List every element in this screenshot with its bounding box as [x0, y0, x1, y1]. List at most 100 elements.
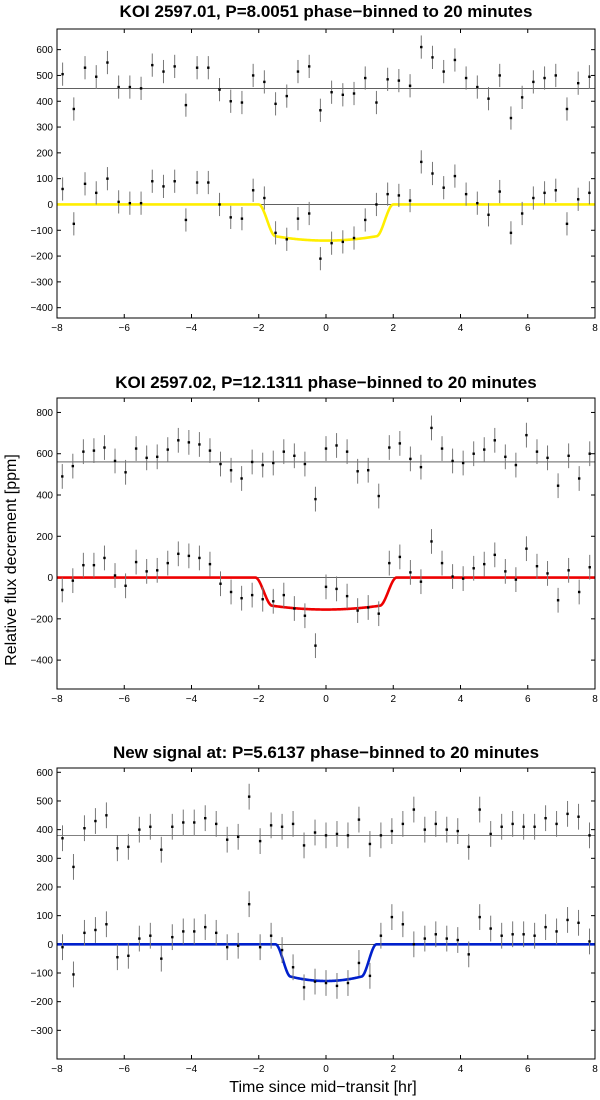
- data-point: [240, 217, 244, 220]
- data-point: [82, 450, 85, 453]
- data-point: [106, 177, 109, 180]
- data-point: [520, 212, 524, 215]
- data-point: [291, 966, 295, 969]
- data-point: [386, 192, 389, 196]
- axes-frame: [56, 28, 596, 319]
- data-point: [92, 563, 96, 567]
- data-point: [401, 822, 405, 826]
- data-point: [451, 575, 454, 578]
- data-point: [193, 821, 196, 824]
- data-point: [577, 477, 581, 480]
- data-point: [514, 463, 518, 467]
- data-point: [504, 455, 507, 459]
- x-tick-label: −8: [51, 694, 63, 705]
- data-point: [103, 446, 106, 449]
- data-point: [324, 981, 328, 985]
- data-point: [184, 103, 188, 107]
- data-point: [330, 91, 333, 94]
- y-tick-label: 600: [36, 45, 53, 56]
- data-point: [250, 460, 254, 464]
- transit-model-curve: [57, 203, 595, 242]
- data-point: [555, 930, 558, 933]
- y-tick-label: 400: [36, 491, 53, 502]
- data-point: [356, 470, 359, 473]
- data-point: [61, 187, 64, 191]
- data-point: [335, 984, 339, 988]
- data-point: [464, 192, 468, 196]
- data-point: [546, 572, 549, 575]
- data-point: [124, 471, 127, 474]
- data-point: [94, 819, 97, 823]
- data-point: [116, 847, 119, 850]
- data-point: [478, 915, 481, 919]
- data-point: [293, 607, 296, 610]
- data-point: [511, 822, 514, 826]
- data-point: [204, 925, 207, 929]
- data-point: [324, 585, 328, 589]
- data-point: [544, 816, 547, 820]
- data-point: [128, 85, 132, 89]
- data-point: [588, 834, 591, 837]
- y-tick-label: −300: [30, 1026, 53, 1037]
- data-point: [442, 70, 445, 73]
- y-tick-label: 800: [36, 408, 53, 419]
- y-tick-label: −200: [30, 252, 53, 263]
- data-point: [461, 461, 465, 465]
- data-point: [247, 902, 251, 906]
- data-point: [272, 600, 275, 603]
- data-point: [445, 937, 448, 940]
- data-point: [566, 918, 569, 922]
- data-point: [218, 88, 221, 91]
- data-point: [296, 70, 300, 73]
- data-point: [324, 447, 328, 450]
- data-point: [401, 923, 405, 926]
- data-point: [543, 76, 546, 80]
- data-point: [229, 100, 232, 103]
- y-tick-label: 300: [36, 123, 53, 134]
- data-point: [240, 101, 244, 104]
- data-point: [263, 196, 266, 200]
- data-point: [525, 547, 528, 550]
- data-point: [357, 961, 361, 965]
- y-tick-label: 200: [36, 532, 53, 543]
- data-point: [352, 236, 356, 240]
- data-point: [522, 825, 525, 828]
- data-point: [566, 812, 569, 816]
- data-point: [345, 594, 349, 598]
- x-tick-label: 6: [525, 1064, 531, 1075]
- data-point: [127, 954, 130, 957]
- y-tick-label: −100: [30, 226, 53, 237]
- data-point: [356, 609, 359, 612]
- data-point: [335, 587, 338, 591]
- data-point: [166, 448, 169, 451]
- x-tick-label: −8: [51, 323, 63, 334]
- data-point: [187, 441, 191, 444]
- data-point: [520, 96, 524, 99]
- data-point: [113, 574, 117, 577]
- data-point: [61, 588, 64, 592]
- y-tick-label: −200: [30, 614, 53, 625]
- data-point: [423, 937, 427, 940]
- data-point: [182, 930, 185, 933]
- data-point: [269, 934, 273, 937]
- data-point: [302, 844, 306, 847]
- x-tick-label: 4: [458, 1064, 464, 1075]
- y-tick-label: 600: [36, 768, 53, 779]
- data-point: [313, 831, 317, 834]
- data-point: [493, 553, 496, 557]
- x-tick-label: 8: [592, 323, 598, 334]
- data-point: [554, 189, 557, 192]
- data-point: [397, 79, 401, 82]
- data-point: [500, 934, 503, 937]
- data-point: [379, 834, 383, 837]
- data-point: [296, 217, 300, 220]
- data-point: [489, 832, 492, 836]
- data-point: [313, 980, 317, 983]
- y-tick-label: 400: [36, 825, 53, 836]
- x-tick-label: −2: [253, 1064, 265, 1075]
- data-point: [420, 45, 423, 49]
- data-point: [556, 484, 560, 487]
- data-point: [272, 461, 275, 465]
- data-point: [498, 74, 501, 77]
